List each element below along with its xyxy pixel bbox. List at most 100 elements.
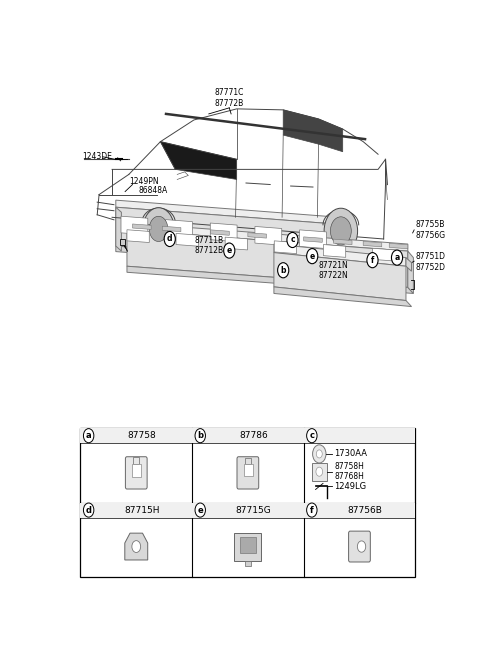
Polygon shape [248,233,266,238]
Polygon shape [127,223,408,251]
Polygon shape [81,428,415,577]
Polygon shape [274,253,406,301]
Polygon shape [116,246,350,269]
Polygon shape [116,207,121,251]
Text: a: a [395,253,400,262]
FancyBboxPatch shape [81,428,192,443]
Text: 87715G: 87715G [236,506,271,515]
Text: 87711B
87712B: 87711B 87712B [194,236,223,255]
Text: 87758H
87768H: 87758H 87768H [334,462,364,481]
Polygon shape [255,227,282,245]
FancyBboxPatch shape [192,502,304,517]
Text: 1249PN: 1249PN [129,178,158,187]
Circle shape [367,253,378,268]
FancyBboxPatch shape [312,462,327,481]
Text: b: b [197,431,203,440]
FancyBboxPatch shape [133,457,139,464]
Polygon shape [116,200,347,225]
Polygon shape [121,216,148,235]
FancyBboxPatch shape [120,239,125,245]
Circle shape [164,231,175,246]
Text: 1243DE: 1243DE [83,152,112,161]
Text: 1730AA: 1730AA [334,449,367,458]
Circle shape [84,428,94,443]
Polygon shape [127,230,149,242]
Text: 87721N
87722N: 87721N 87722N [319,261,348,280]
Polygon shape [211,230,229,235]
Polygon shape [372,248,395,261]
Polygon shape [324,244,346,257]
Polygon shape [389,243,408,249]
Circle shape [312,445,326,463]
Polygon shape [283,110,343,152]
Circle shape [195,428,205,443]
Polygon shape [160,141,237,179]
Text: e: e [227,246,232,255]
FancyBboxPatch shape [304,502,415,517]
Polygon shape [300,230,326,248]
FancyBboxPatch shape [245,561,251,567]
Text: f: f [310,506,314,515]
Text: e: e [197,506,203,515]
FancyBboxPatch shape [237,457,259,489]
Text: 87756B: 87756B [348,506,383,515]
Circle shape [307,428,317,443]
FancyBboxPatch shape [348,531,371,562]
Polygon shape [274,241,297,253]
FancyBboxPatch shape [245,458,251,464]
Polygon shape [304,237,322,242]
Circle shape [324,208,358,253]
Circle shape [316,450,322,458]
Circle shape [143,208,174,250]
Circle shape [287,233,298,248]
FancyBboxPatch shape [81,502,192,517]
Polygon shape [274,244,406,266]
Text: 87715H: 87715H [124,506,159,515]
Polygon shape [225,237,248,250]
Text: d: d [167,234,172,244]
Polygon shape [176,233,198,246]
FancyBboxPatch shape [132,464,142,477]
FancyBboxPatch shape [125,457,147,489]
Circle shape [316,467,323,476]
Polygon shape [116,207,347,264]
Polygon shape [363,241,382,247]
Polygon shape [162,226,181,232]
Text: f: f [371,255,374,265]
Text: a: a [86,431,92,440]
FancyBboxPatch shape [192,428,304,443]
Circle shape [277,263,289,278]
Text: 1249LG: 1249LG [334,482,366,491]
Circle shape [392,250,403,265]
Polygon shape [127,230,408,288]
Text: 87755B
87756G: 87755B 87756G [415,220,445,240]
Circle shape [195,503,205,517]
Polygon shape [132,224,151,229]
FancyBboxPatch shape [240,537,256,553]
Text: 87786: 87786 [239,431,268,440]
Polygon shape [406,257,411,271]
FancyBboxPatch shape [234,533,262,561]
FancyBboxPatch shape [244,464,252,476]
Text: 86848A: 86848A [138,186,168,195]
Circle shape [224,243,235,258]
Polygon shape [127,266,413,293]
Polygon shape [210,223,237,242]
Circle shape [149,216,168,242]
Text: c: c [309,431,314,440]
Text: 87771C
87772B: 87771C 87772B [215,88,244,108]
Polygon shape [125,533,148,560]
FancyBboxPatch shape [304,428,415,443]
Polygon shape [166,219,192,238]
Text: 87751D
87752D: 87751D 87752D [415,252,445,272]
Text: d: d [85,506,92,515]
Polygon shape [408,251,413,293]
Polygon shape [274,287,411,307]
Polygon shape [334,239,352,244]
Text: 87758: 87758 [128,431,156,440]
Circle shape [307,503,317,517]
Circle shape [84,503,94,517]
Circle shape [330,217,351,245]
Circle shape [307,248,318,264]
Text: b: b [280,266,286,274]
